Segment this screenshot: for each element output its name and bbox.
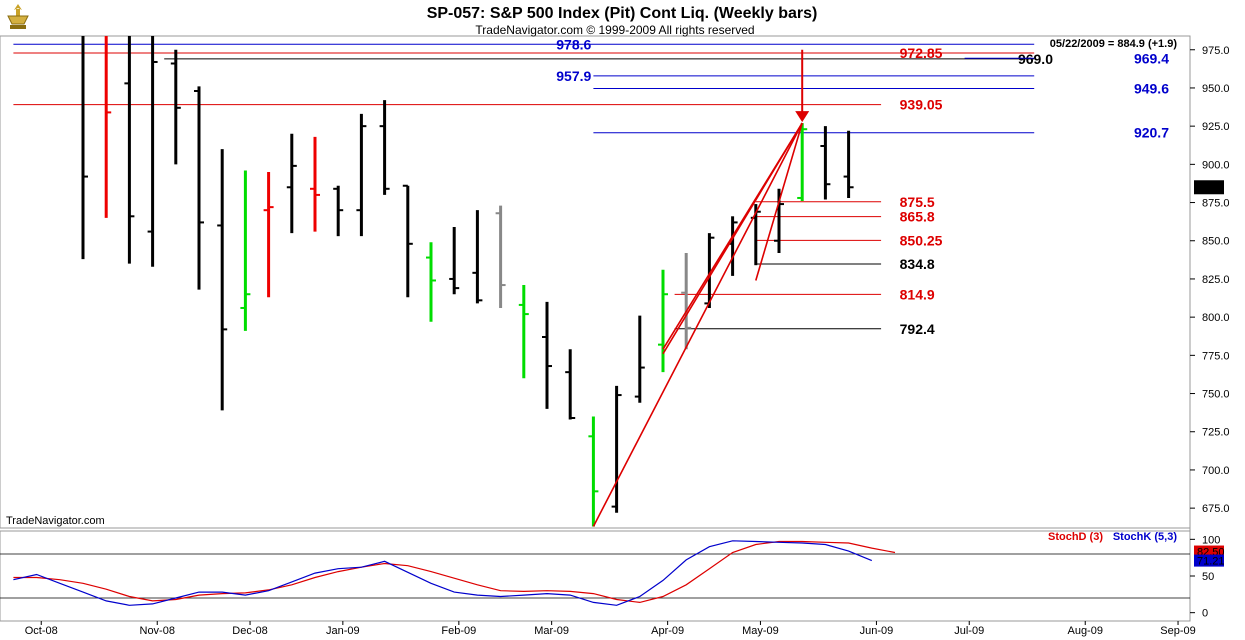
ohlc-bar xyxy=(379,100,390,195)
trend-line xyxy=(755,122,803,281)
fib-level-label: 920.7 xyxy=(1134,125,1169,141)
ohlc-bar xyxy=(472,210,483,304)
ohlc-bar xyxy=(797,123,808,202)
fib-level-label: 969.4 xyxy=(1134,50,1169,66)
fib-level-label: 972.85 xyxy=(900,45,943,61)
ohlc-bar xyxy=(588,416,599,527)
ohlc-bar xyxy=(518,285,529,379)
ohlc-bar xyxy=(658,269,668,373)
ohlc-bar xyxy=(495,205,506,308)
x-tick-label: Sep-09 xyxy=(1160,625,1195,637)
stoch-legend-k: StochK (5,3) xyxy=(1113,531,1178,543)
price-tick-label: 800.0 xyxy=(1202,312,1230,324)
x-tick-label: Jan-09 xyxy=(326,625,360,637)
ohlc-bar xyxy=(611,385,622,513)
fib-level-label: 834.8 xyxy=(900,256,935,272)
down-arrow-icon xyxy=(795,111,810,123)
ohlc-bar xyxy=(843,130,854,198)
fib-level-label: 850.25 xyxy=(900,232,943,248)
last-price-label: 884.9 xyxy=(1197,182,1225,194)
ohlc-bar xyxy=(104,36,112,218)
fib-level-label: 792.4 xyxy=(900,321,935,337)
stochK-value-label: 71.21 xyxy=(1197,556,1225,568)
ohlc-bar xyxy=(774,188,784,253)
ohlc-bar xyxy=(240,170,251,331)
ohlc-bar xyxy=(170,49,181,165)
price-plot-frame xyxy=(0,35,1191,529)
ohlc-bar xyxy=(426,242,436,322)
fib-level-label: 814.9 xyxy=(900,286,935,302)
x-tick-label: Jun-09 xyxy=(860,625,894,637)
stoch-tick-label: 100 xyxy=(1202,534,1220,546)
price-tick-label: 975.0 xyxy=(1202,45,1230,57)
x-tick-label: Dec-08 xyxy=(232,625,267,637)
date-readout: 05/22/2009 = 884.9 (+1.9) xyxy=(1050,38,1178,50)
price-tick-label: 850.0 xyxy=(1202,236,1230,248)
x-tick-label: Nov-08 xyxy=(140,625,175,637)
trend-line xyxy=(592,122,803,527)
ohlc-bar xyxy=(681,252,692,350)
chart-title: SP-057: S&P 500 Index (Pit) Cont Liq. (W… xyxy=(427,5,818,22)
fib-level-label: 875.5 xyxy=(900,194,935,210)
stoch-tick-label: 0 xyxy=(1202,608,1208,620)
ohlc-bar xyxy=(263,171,274,298)
fib-level-label: 949.6 xyxy=(1134,81,1169,97)
x-tick-label: Jul-09 xyxy=(954,625,984,637)
ohlc-bar xyxy=(194,86,204,290)
ohlc-bar xyxy=(449,226,460,295)
price-tick-label: 950.0 xyxy=(1202,83,1230,95)
price-tick-label: 775.0 xyxy=(1202,350,1230,362)
stoch-plot-frame xyxy=(0,530,1191,622)
fib-level-label: 939.05 xyxy=(900,97,943,113)
x-tick-label: May-09 xyxy=(742,625,779,637)
ohlc-bar xyxy=(402,184,413,298)
ohlc-bar xyxy=(147,36,158,267)
stoch-tick-label: 50 xyxy=(1202,571,1214,583)
ohlc-bar xyxy=(286,133,297,234)
trend-line xyxy=(662,122,803,350)
ohlc-bar xyxy=(356,113,367,237)
fib-level-label: 865.8 xyxy=(900,209,935,225)
price-tick-label: 750.0 xyxy=(1202,389,1230,401)
chart-subtitle: TradeNavigator.com © 1999-2009 All right… xyxy=(475,23,754,37)
fib-level-label: 957.9 xyxy=(556,68,591,84)
price-tick-label: 825.0 xyxy=(1202,274,1230,286)
watermark: TradeNavigator.com xyxy=(6,515,105,527)
ohlc-bar xyxy=(333,185,344,237)
last-price-box xyxy=(1194,180,1224,195)
stoch-legend-d: StochD (3) xyxy=(1048,531,1103,543)
ohlc-bar xyxy=(217,149,228,411)
ohlc-bar xyxy=(542,301,552,409)
price-tick-label: 675.0 xyxy=(1202,503,1230,515)
price-tick-label: 900.0 xyxy=(1202,159,1230,171)
price-tick-label: 725.0 xyxy=(1202,427,1230,439)
x-tick-label: Oct-08 xyxy=(25,625,58,637)
price-tick-label: 875.0 xyxy=(1202,198,1230,210)
x-tick-label: Feb-09 xyxy=(441,625,476,637)
stochK-line xyxy=(13,540,873,606)
stochD-line xyxy=(13,540,896,604)
trade-navigator-logo-icon xyxy=(4,2,32,32)
x-tick-label: Apr-09 xyxy=(651,625,684,637)
ohlc-bar xyxy=(565,349,576,420)
x-tick-label: Mar-09 xyxy=(534,625,569,637)
fib-level-label: 969.0 xyxy=(1018,51,1053,67)
stochK-value-box xyxy=(1194,554,1224,567)
price-tick-label: 925.0 xyxy=(1202,121,1230,133)
price-tick-label: 700.0 xyxy=(1202,465,1230,477)
fib-level-label: 978.6 xyxy=(556,36,591,52)
ohlc-bar xyxy=(820,126,831,200)
x-tick-label: Aug-09 xyxy=(1067,625,1102,637)
ohlc-bar xyxy=(310,136,320,232)
ohlc-bar xyxy=(81,36,88,260)
ohlc-bar xyxy=(727,216,738,276)
ohlc-bar xyxy=(634,315,645,403)
ohlc-bar xyxy=(124,36,135,264)
